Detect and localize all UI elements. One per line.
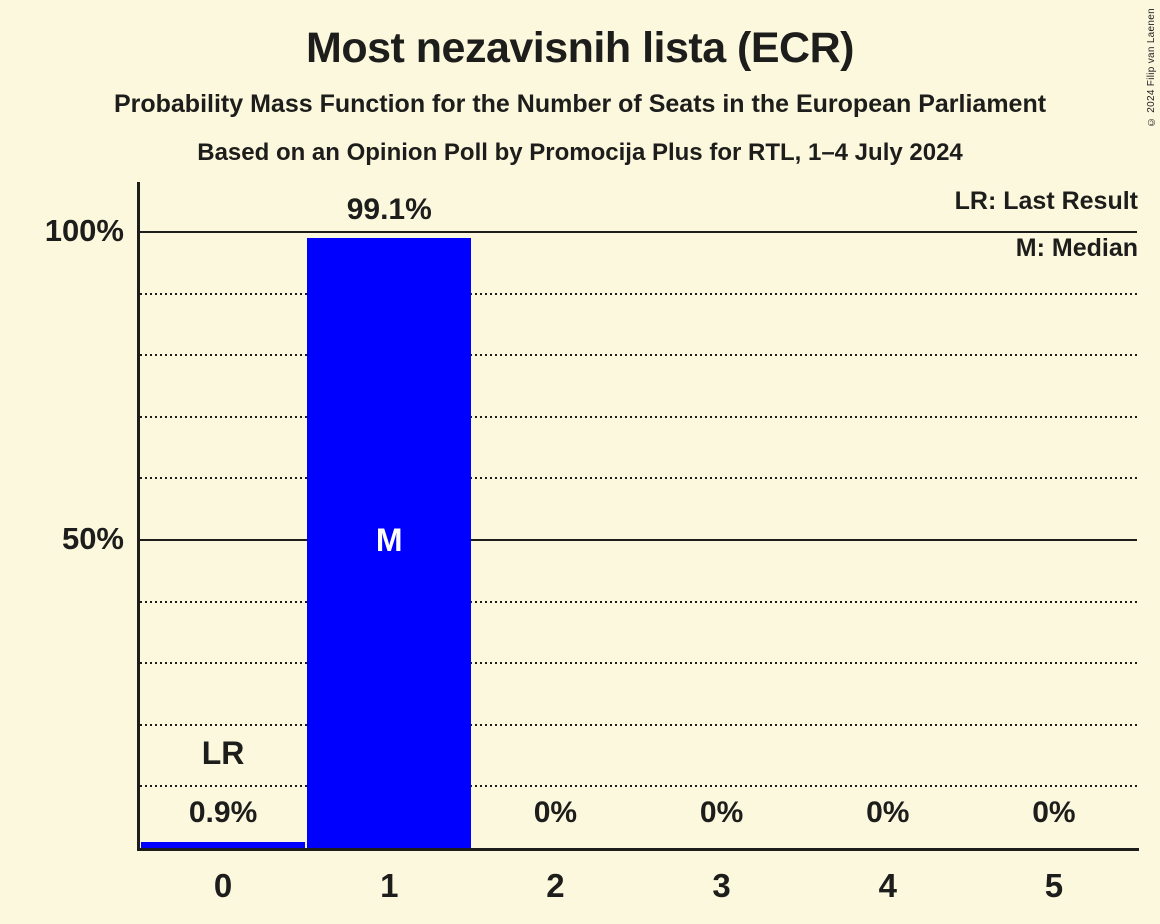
copyright-notice: © 2024 Filip van Laenen [1146, 8, 1157, 128]
value-label-seats-4: 0% [866, 796, 910, 829]
x-tick-label-4: 4 [878, 867, 897, 904]
value-label-seats-3: 0% [699, 796, 744, 829]
x-tick-label-5: 5 [1044, 867, 1064, 904]
value-label-seats-0: 0.9% [188, 796, 258, 829]
value-label-seats-2: 0% [533, 796, 578, 829]
bar-seats-1 [307, 237, 472, 848]
legend-median: M: Median [1015, 234, 1138, 262]
gridline-20pct [140, 723, 1137, 726]
chart-subtitle: Probability Mass Function for the Number… [113, 90, 1047, 118]
value-label-seats-1: 99.1% [346, 192, 432, 226]
gridline-80pct [140, 354, 1137, 357]
x-tick-label-0: 0 [213, 867, 233, 904]
gridline-40pct [140, 600, 1137, 603]
gridline-100pct [140, 231, 1137, 233]
x-tick-label-3: 3 [712, 867, 731, 904]
legend-last-result: LR: Last Result [954, 187, 1138, 215]
median-marker: M [375, 522, 403, 558]
y-axis [137, 182, 140, 851]
last-result-marker: LR [201, 735, 245, 771]
x-tick-label-2: 2 [546, 867, 565, 904]
gridline-10pct [140, 785, 1137, 788]
gridline-60pct [140, 477, 1137, 480]
gridline-30pct [140, 662, 1137, 665]
chart-title: Most nezavisnih lista (ECR) [306, 24, 854, 72]
y-tick-label-50: 50% [61, 521, 124, 556]
x-axis [137, 848, 1139, 851]
value-label-seats-5: 0% [1032, 796, 1076, 829]
gridline-50pct [140, 539, 1137, 541]
chart-source-subtitle: Based on an Opinion Poll by Promocija Pl… [197, 139, 963, 166]
gridline-90pct [140, 292, 1137, 295]
bar-seats-0 [141, 842, 306, 848]
x-tick-label-1: 1 [380, 867, 399, 904]
gridline-70pct [140, 415, 1137, 418]
y-tick-label-100: 100% [44, 213, 124, 248]
